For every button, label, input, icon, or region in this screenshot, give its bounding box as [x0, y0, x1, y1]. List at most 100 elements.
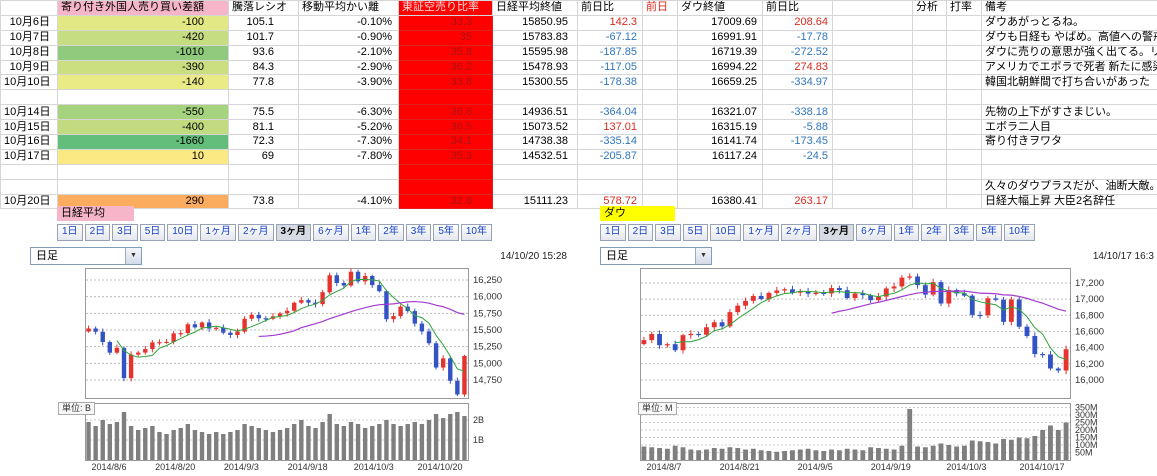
cell-kairi[interactable]: -2.90%: [298, 59, 399, 76]
cell-date[interactable]: 10月10日: [0, 74, 58, 91]
chevron-down-icon[interactable]: ▼: [125, 248, 141, 264]
cell-karauri[interactable]: 34.1: [398, 134, 493, 150]
cell[interactable]: [642, 59, 678, 76]
cell[interactable]: [946, 29, 982, 46]
cell[interactable]: [832, 119, 913, 136]
cell[interactable]: [946, 119, 982, 136]
cell[interactable]: [912, 14, 947, 31]
cell-dow[interactable]: [677, 163, 763, 180]
cell[interactable]: [946, 89, 982, 106]
period-tab[interactable]: 10年: [460, 224, 492, 241]
cell-sashi[interactable]: -390: [57, 59, 229, 76]
cell-dchg[interactable]: [762, 89, 833, 106]
cell-date[interactable]: 10月20日: [0, 193, 58, 210]
period-tab[interactable]: 5日: [139, 224, 166, 241]
cell-karauri[interactable]: 36.6: [398, 104, 493, 121]
cell-nikkei[interactable]: [492, 178, 578, 195]
period-tab[interactable]: 10日: [167, 224, 199, 241]
cell[interactable]: [832, 89, 913, 106]
cell[interactable]: [832, 193, 913, 210]
cell[interactable]: [642, 163, 678, 180]
period-tab[interactable]: 2日: [84, 224, 111, 241]
cell-date[interactable]: 10月15日: [0, 119, 58, 136]
cell-date[interactable]: [0, 89, 58, 106]
cell-chg[interactable]: 137.01: [577, 119, 643, 136]
cell-karauri[interactable]: 33.8: [398, 74, 493, 91]
cell-chg[interactable]: -364.04: [577, 104, 643, 121]
cell-ratio[interactable]: 72.3: [228, 134, 299, 150]
cell-biko[interactable]: 久々のダウプラスだが、油断大敵。: [981, 178, 1157, 195]
cell-biko[interactable]: アメリカでエボラで死者 新たに感染: [981, 59, 1157, 76]
period-tab[interactable]: 3ヶ月: [275, 224, 312, 241]
cell-date[interactable]: 10月9日: [0, 59, 58, 76]
cell-ratio[interactable]: 77.8: [228, 74, 299, 91]
cell[interactable]: [912, 104, 947, 121]
period-tab[interactable]: 10年: [1003, 224, 1035, 241]
cell-dow[interactable]: [677, 89, 763, 106]
cell-biko[interactable]: エボラ二人目: [981, 119, 1157, 136]
period-tab[interactable]: 10日: [710, 224, 742, 241]
period-tab[interactable]: 1年: [350, 224, 377, 241]
cell-kairi[interactable]: -5.20%: [298, 119, 399, 136]
cell-ratio[interactable]: [228, 163, 299, 180]
cell-kairi[interactable]: -6.30%: [298, 104, 399, 121]
cell-karauri[interactable]: 35.3: [398, 148, 493, 165]
cell-dchg[interactable]: 208.64: [762, 14, 833, 31]
cell-kairi[interactable]: -2.10%: [298, 44, 399, 61]
period-tab[interactable]: 2ヶ月: [780, 224, 817, 241]
cell[interactable]: [642, 29, 678, 46]
cell-sashi[interactable]: -100: [57, 14, 229, 31]
cell-dow[interactable]: 16117.24: [677, 148, 763, 165]
cell[interactable]: [642, 119, 678, 136]
period-tab[interactable]: 2年: [378, 224, 404, 241]
cell-ratio[interactable]: 84.3: [228, 59, 299, 76]
cell-sashi[interactable]: 10: [57, 148, 229, 165]
cell-kairi[interactable]: -0.10%: [298, 14, 399, 31]
cell-dchg[interactable]: 263.17: [762, 193, 833, 210]
period-tab[interactable]: 5年: [976, 224, 1002, 241]
cell-nikkei[interactable]: 15111.23: [492, 193, 578, 210]
cell-karauri[interactable]: [398, 163, 493, 180]
cell[interactable]: [912, 59, 947, 76]
cell-sashi[interactable]: -400: [57, 119, 229, 136]
cell-nikkei[interactable]: 15300.55: [492, 74, 578, 91]
column-header[interactable]: 寄り付き外国人売り買い差額: [57, 0, 229, 16]
cell-dchg[interactable]: -334.97: [762, 74, 833, 91]
period-tab[interactable]: 3ヶ月: [818, 224, 855, 241]
cell-nikkei[interactable]: 14738.38: [492, 134, 578, 150]
cell[interactable]: [946, 178, 982, 195]
cell-sashi[interactable]: -140: [57, 74, 229, 91]
cell[interactable]: [642, 134, 678, 150]
nikkei-interval-dropdown[interactable]: 日足 ▼: [30, 247, 142, 265]
cell-biko[interactable]: ダウに売りの意思が強く出てる。リ: [981, 44, 1157, 61]
cell[interactable]: [642, 89, 678, 106]
cell-chg[interactable]: -335.14: [577, 134, 643, 150]
column-header[interactable]: 日経平均終値: [492, 0, 578, 16]
cell[interactable]: [912, 134, 947, 150]
cell-chg[interactable]: [577, 163, 643, 180]
cell-ratio[interactable]: 69: [228, 148, 299, 165]
cell-karauri[interactable]: [398, 178, 493, 195]
cell[interactable]: [946, 193, 982, 210]
cell-kairi[interactable]: -7.30%: [298, 134, 399, 150]
cell-ratio[interactable]: 101.7: [228, 29, 299, 46]
cell[interactable]: [946, 134, 982, 150]
cell-dow[interactable]: 16380.41: [677, 193, 763, 210]
cell-nikkei[interactable]: 15478.93: [492, 59, 578, 76]
column-header[interactable]: 騰落レシオ: [228, 0, 299, 16]
cell[interactable]: [946, 163, 982, 180]
cell-date[interactable]: 10月17日: [0, 148, 58, 165]
cell-nikkei[interactable]: 15073.52: [492, 119, 578, 136]
cell-karauri[interactable]: 33.3: [398, 14, 493, 31]
period-tab[interactable]: 1年: [893, 224, 920, 241]
cell-nikkei[interactable]: 15595.98: [492, 44, 578, 61]
cell-karauri[interactable]: [398, 89, 493, 106]
cell[interactable]: [832, 59, 913, 76]
cell-karauri[interactable]: 35: [398, 29, 493, 46]
cell[interactable]: [912, 178, 947, 195]
cell-date[interactable]: 10月7日: [0, 29, 58, 46]
cell-date[interactable]: 10月6日: [0, 14, 58, 31]
cell[interactable]: [642, 104, 678, 121]
period-tab[interactable]: 2ヶ月: [237, 224, 274, 241]
column-header[interactable]: 備考: [981, 0, 1157, 16]
